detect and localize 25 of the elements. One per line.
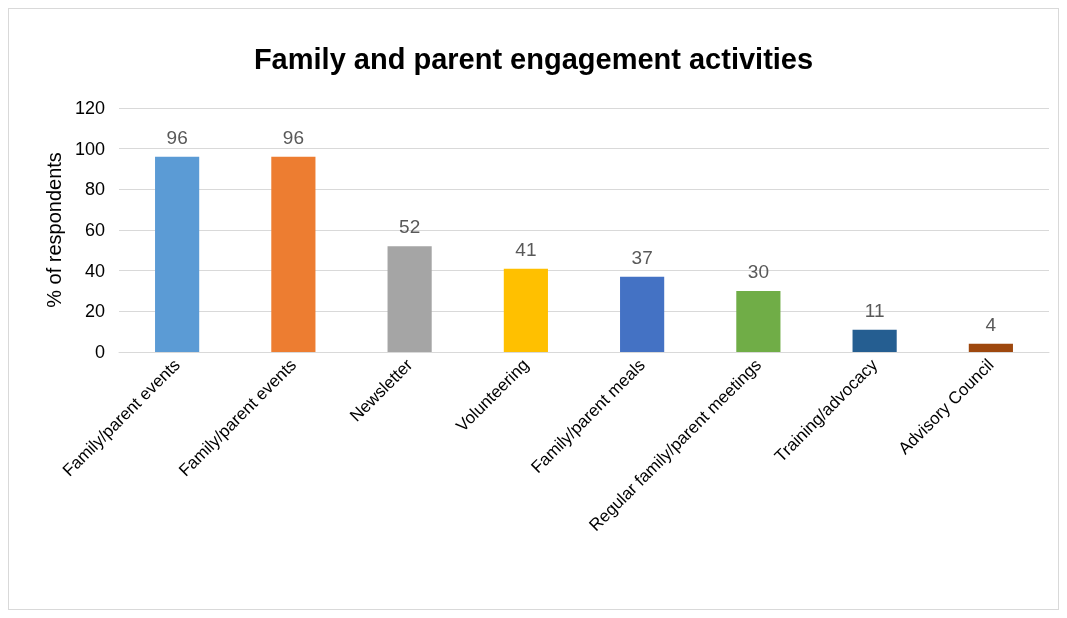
- data-label: 52: [399, 216, 421, 238]
- data-label: 96: [166, 126, 188, 148]
- y-tick-label: 120: [74, 98, 105, 118]
- y-tick-label: 100: [74, 138, 105, 159]
- bar: [503, 268, 548, 352]
- y-tick-label: 80: [84, 179, 105, 200]
- y-axis-title: % of respondents: [43, 152, 66, 308]
- bar: [852, 329, 897, 352]
- data-label: 37: [631, 246, 653, 268]
- data-label: 11: [864, 299, 885, 321]
- bar: [271, 156, 316, 352]
- bar: [155, 156, 200, 352]
- bar: [736, 291, 781, 352]
- bar: [387, 246, 432, 352]
- data-label: 30: [747, 261, 769, 282]
- y-tick-label: 20: [84, 301, 105, 322]
- chart-title: Family and parent engagement activities: [253, 42, 814, 75]
- data-label: 4: [985, 313, 997, 335]
- y-tick-label: 40: [84, 260, 105, 281]
- data-label: 41: [515, 238, 537, 260]
- bar: [968, 343, 1013, 352]
- y-tick-label: 0: [94, 342, 105, 362]
- y-tick-label: 60: [84, 220, 105, 240]
- bar: [620, 276, 665, 352]
- data-label: 96: [282, 126, 304, 148]
